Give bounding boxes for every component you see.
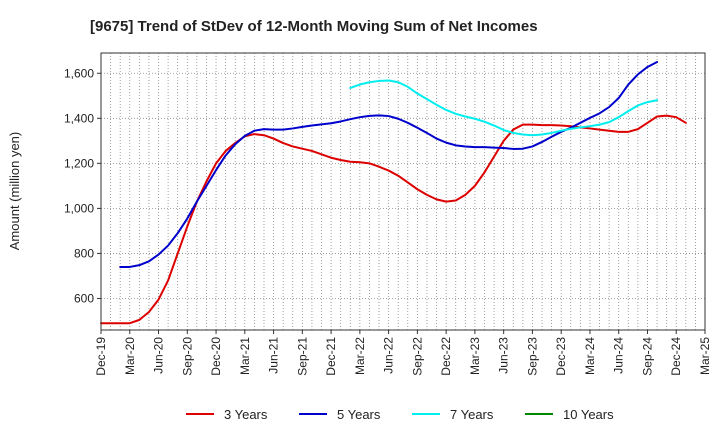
x-tick-label: Jun-23	[497, 337, 511, 374]
chart-title: [9675] Trend of StDev of 12-Month Moving…	[90, 18, 538, 35]
x-tick-label: Sep-23	[525, 337, 539, 376]
legend-label-5-years: 5 Years	[337, 407, 381, 422]
x-tick-label: Sep-22	[410, 337, 424, 376]
x-tick-label: Jun-24	[612, 337, 626, 374]
x-tick-label: Mar-23	[468, 337, 482, 375]
x-tick-label: Sep-20	[180, 337, 194, 376]
x-tick-label: Jun-21	[267, 337, 281, 374]
y-axis-ticks: 600 800 1,000 1,200 1,400 1,600	[64, 66, 101, 305]
x-tick-label: Dec-24	[669, 337, 683, 376]
x-axis-ticks: Dec-19 Mar-20 Jun-20 Sep-20 Dec-20 Mar-21 Jun-…	[94, 330, 712, 376]
y-tick-label: 1,600	[64, 66, 94, 80]
legend: 3 Years 5 Years 7 Years 10 Years	[186, 407, 614, 422]
legend-label-3-years: 3 Years	[224, 407, 268, 422]
y-tick-label: 1,400	[64, 111, 94, 125]
x-tick-label: Dec-22	[439, 337, 453, 376]
plot-frame	[100, 52, 706, 331]
series-line-7-years	[349, 79, 659, 137]
x-tick-label: Mar-25	[698, 337, 712, 375]
x-tick-label: Dec-20	[209, 337, 223, 376]
x-tick-label: Dec-19	[94, 337, 108, 376]
grid	[101, 53, 705, 330]
y-tick-label: 800	[74, 246, 94, 260]
x-tick-label: Mar-22	[353, 337, 367, 375]
legend-label-10-years: 10 Years	[563, 407, 614, 422]
legend-label-7-years: 7 Years	[450, 407, 494, 422]
x-tick-label: Mar-24	[583, 337, 597, 375]
x-tick-label: Jun-22	[382, 337, 396, 374]
x-tick-label: Dec-23	[554, 337, 568, 376]
x-tick-label: Dec-21	[324, 337, 338, 376]
y-tick-label: 1,200	[64, 156, 94, 170]
x-tick-label: Sep-21	[295, 337, 309, 376]
y-tick-label: 600	[74, 291, 94, 305]
x-tick-label: Mar-21	[238, 337, 252, 375]
y-tick-label: 1,000	[64, 201, 94, 215]
y-axis-label: Amount (million yen)	[7, 132, 22, 251]
x-tick-label: Mar-20	[123, 337, 137, 375]
x-tick-label: Sep-24	[640, 337, 654, 376]
x-tick-label: Jun-20	[152, 337, 166, 374]
plot-area	[101, 53, 705, 330]
series-layer	[100, 61, 687, 325]
